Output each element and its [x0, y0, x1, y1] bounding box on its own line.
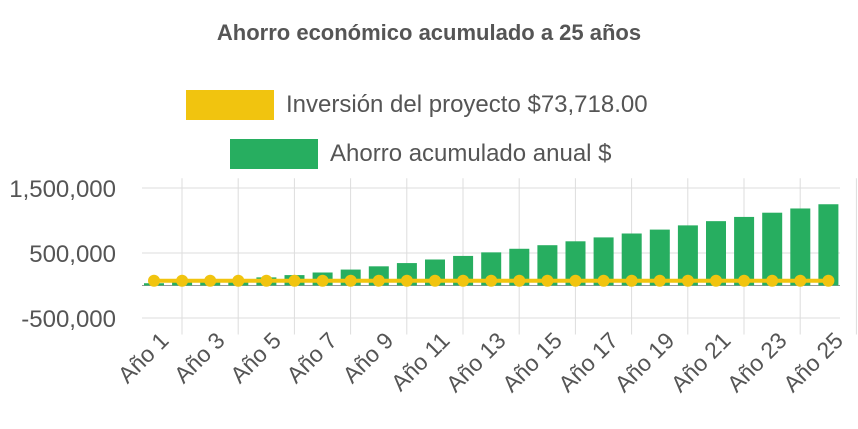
- investment-point: [260, 274, 273, 287]
- x-tick-label: Año 21: [666, 327, 736, 397]
- legend-label-investment: Inversión del proyecto $73,718.00: [286, 91, 648, 118]
- bar-año-15: [537, 245, 558, 286]
- legend-item-investment[interactable]: Inversión del proyecto $73,718.00: [186, 90, 648, 120]
- investment-point: [822, 274, 835, 287]
- bar-año-16: [565, 241, 586, 286]
- y-tick-label: 1,500,000: [9, 176, 116, 203]
- x-tick-label: Año 7: [281, 327, 342, 388]
- investment-point: [513, 274, 526, 287]
- bar-año-19: [649, 229, 670, 286]
- bar-año-21: [706, 221, 726, 286]
- bar-año-13: [481, 252, 502, 286]
- investment-point: [569, 274, 582, 287]
- bar-año-23: [762, 212, 783, 286]
- investment-point: [597, 274, 610, 287]
- x-tick-label: Año 11: [386, 327, 455, 396]
- investment-point: [766, 274, 779, 287]
- bar-año-20: [677, 225, 698, 286]
- bar-año-24: [790, 208, 811, 286]
- x-tick-label: Año 3: [169, 327, 230, 388]
- investment-point: [485, 274, 498, 287]
- x-tick-label: Año 23: [722, 327, 792, 397]
- investment-point: [316, 274, 329, 287]
- investment-point: [681, 274, 694, 287]
- investment-point: [541, 274, 554, 287]
- bar-año-18: [621, 233, 642, 286]
- investment-point: [232, 274, 245, 287]
- x-tick-label: Año 13: [441, 327, 511, 397]
- x-tick-label: Año 19: [609, 327, 679, 397]
- bar-año-14: [509, 248, 530, 286]
- x-tick-label: Año 5: [225, 327, 286, 388]
- bar-año-22: [734, 216, 755, 286]
- investment-point: [653, 274, 666, 287]
- investment-point: [288, 274, 301, 287]
- x-tick-label: Año 1: [113, 327, 174, 388]
- bar-año-17: [593, 237, 614, 286]
- investment-point: [625, 274, 638, 287]
- investment-point: [400, 274, 413, 287]
- y-tick-label: 500,000: [29, 241, 116, 268]
- investment-point: [344, 274, 357, 287]
- legend-label-savings: Ahorro acumulado anual $: [330, 140, 612, 167]
- chart-title: Ahorro económico acumulado a 25 años: [216, 20, 642, 45]
- investment-point: [794, 274, 807, 287]
- legend-item-savings[interactable]: Ahorro acumulado anual $: [230, 139, 612, 169]
- x-tick-label: Año 17: [553, 327, 623, 397]
- investment-point: [738, 274, 751, 287]
- bar-año-25: [818, 204, 839, 286]
- x-tick-label: Año 15: [497, 327, 567, 397]
- investment-point: [204, 274, 217, 287]
- investment-point: [429, 274, 441, 287]
- investment-point: [372, 274, 385, 287]
- investment-point: [148, 274, 160, 287]
- y-tick-label: -500,000: [21, 306, 116, 333]
- x-tick-label: Año 25: [778, 327, 848, 397]
- legend-swatch-savings: [230, 139, 318, 169]
- investment-point: [710, 274, 722, 287]
- investment-point: [457, 274, 470, 287]
- investment-point: [176, 274, 189, 287]
- legend-swatch-investment: [186, 90, 274, 120]
